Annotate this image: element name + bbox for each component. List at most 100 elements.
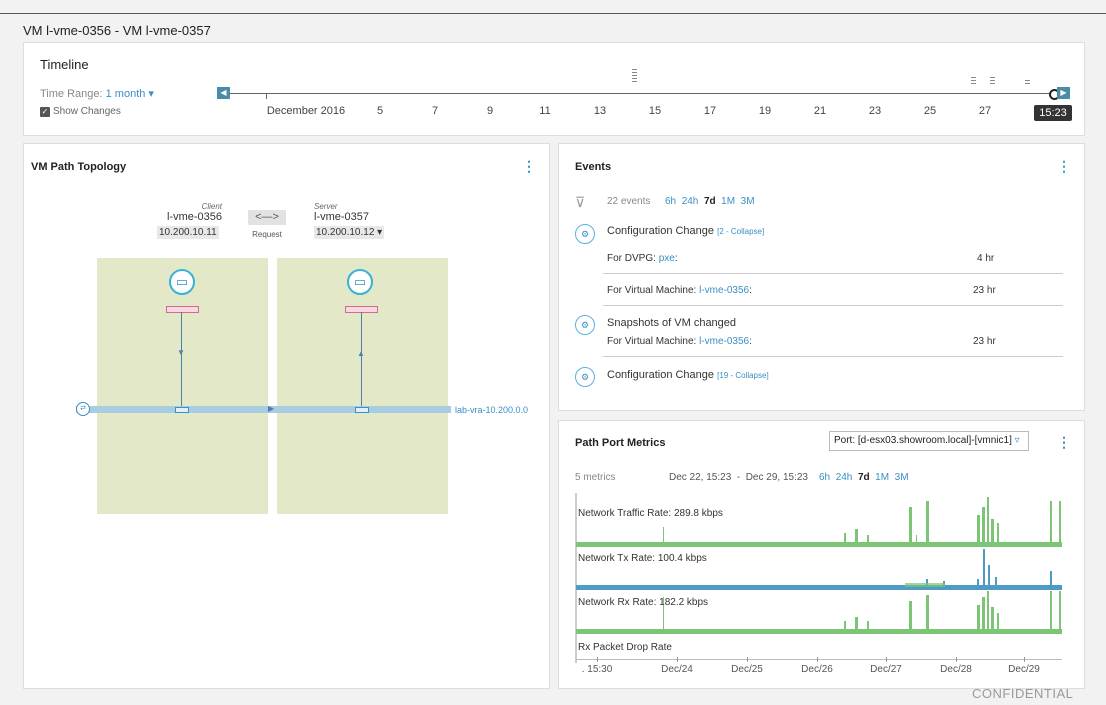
config-change-icon: ⚙ [575,224,595,244]
range-1M[interactable]: 1M [875,472,890,483]
x-axis-line [576,659,1062,660]
x-axis-label: Dec/27 [870,664,902,675]
timeline-axis [230,93,1052,94]
event-time: 23 hr [973,336,996,347]
topology-panel: VM Path Topology ⋮ Client l-vme-0356 10.… [23,143,550,689]
chevron-down-icon: ▿ [1014,435,1020,446]
x-axis-label: Dec/28 [940,664,972,675]
rx-series [576,591,1062,634]
range-7d[interactable]: 7d [703,196,716,207]
timeline-tick-label: 27 [978,105,992,117]
events-menu-icon[interactable]: ⋮ [1057,158,1071,174]
network-icon[interactable]: ⇄ [76,402,90,416]
metrics-title: Path Port Metrics [575,437,666,449]
event-time: 4 hr [977,253,995,264]
x-axis-tick [886,657,887,662]
series-label: Network Rx Rate: 182.2 kbps [578,597,709,608]
checkbox-icon[interactable]: ✓ [40,106,50,117]
filter-icon[interactable]: ⊽ [575,194,586,210]
client-vm-icon[interactable]: ▭ [169,269,195,295]
change-marker[interactable] [1025,80,1030,86]
range-3M[interactable]: 3M [894,472,909,483]
port-select[interactable]: Port: [d-esx03.showroom.local]-[vmnic1] … [829,431,1029,451]
event-row-link[interactable]: l-vme-0356 [699,336,750,347]
event-row-prefix: For DVPG: [607,253,656,264]
timeline-title: Timeline [40,57,89,72]
timeline-prev-button[interactable]: ◀ [217,87,230,99]
top-divider [0,13,1106,14]
x-axis-tick [817,657,818,662]
events-title: Events [575,161,612,173]
timeline-tick-label: 13 [593,105,607,117]
event-row-link[interactable]: l-vme-0356 [699,285,750,296]
change-marker[interactable] [632,69,637,84]
event-title-text: Configuration Change [607,225,715,237]
topology-menu-icon[interactable]: ⋮ [522,158,536,174]
server-vm-icon[interactable]: ▭ [347,269,373,295]
collapse-link[interactable]: [2 - Collapse] [717,227,765,236]
network-flow-arrow-icon: ▶ [268,404,275,413]
change-marker[interactable] [971,77,976,86]
event-row-prefix: For Virtual Machine: [607,336,697,347]
range-7d[interactable]: 7d [857,472,870,483]
timeline-next-button[interactable]: ▶ [1057,87,1070,99]
metrics-range-links: 6h 24h 7d 1M 3M [819,472,909,483]
show-changes-toggle[interactable]: ✓ Show Changes [40,106,121,117]
server-ip: 10.200.10.12 [316,227,375,238]
page-title: VM l-vme-0356 - VM l-vme-0357 [23,23,211,38]
range-3M[interactable]: 3M [740,196,755,207]
timeline-tick-label: 7 [431,105,439,117]
metrics-menu-icon[interactable]: ⋮ [1057,434,1071,450]
event-row-link[interactable]: pxe [658,253,675,264]
config-change-icon: ⚙ [575,367,595,387]
client-name[interactable]: l-vme-0356 [166,211,222,223]
event-row-suffix: : [674,253,678,264]
x-axis-label: . 15:30 [581,664,613,675]
client-flow-arrow-icon: ▼ [177,348,185,357]
client-host-zone [97,258,268,514]
client-port-icon[interactable] [175,407,189,413]
x-axis-label: Dec/24 [661,664,693,675]
timeline-tick-label: 21 [813,105,827,117]
x-axis-tick [677,657,678,662]
range-24h[interactable]: 24h [835,472,853,483]
timeline-tick-label: 17 [703,105,717,117]
metrics-panel: Path Port Metrics Port: [d-esx03.showroo… [558,420,1085,689]
client-vnic-icon[interactable] [166,306,199,313]
event-row-prefix: For Virtual Machine: [607,285,697,296]
client-role: Client [201,202,222,211]
series-label: Network Traffic Rate: 289.8 kbps [578,508,723,519]
events-panel: Events ⋮ ⊽ 22 events 6h 24h 7d 1M 3M ⚙ C… [558,143,1085,411]
time-range-dropdown[interactable]: 1 month ▾ [105,88,154,100]
event-title-text: Configuration Change [607,369,715,381]
event-row-suffix: : [749,285,752,296]
snapshot-change-icon: ⚙ [575,315,595,335]
time-range-value: 1 month [105,88,146,100]
range-6h[interactable]: 6h [819,472,831,483]
metrics-chart[interactable] [575,493,1063,663]
event-time: 23 hr [973,285,996,296]
request-label: Request [252,230,282,239]
network-label[interactable]: lab-vra-10.200.0.0 [455,405,529,415]
range-1M[interactable]: 1M [721,196,736,207]
timeline-tick-label: 11 [539,105,551,117]
server-flow-line [361,312,362,408]
range-6h[interactable]: 6h [665,196,677,207]
timeline-tick-label: 15 [648,105,662,117]
client-flow-line [181,312,182,408]
server-ip-dropdown[interactable]: 10.200.10.12 ▾ [314,226,385,239]
server-name[interactable]: l-vme-0357 [314,211,370,223]
x-axis-tick [597,657,598,662]
change-marker[interactable] [990,77,995,86]
show-changes-label: Show Changes [53,106,121,117]
tx-series [576,549,1062,590]
server-port-icon[interactable] [355,407,369,413]
collapse-link[interactable]: [19 - Collapse] [717,371,769,380]
event-row: For Virtual Machine: l-vme-0356: [607,336,752,347]
series-label: Rx Packet Drop Rate [578,642,672,653]
event-title: Configuration Change [19 - Collapse] [607,369,769,381]
timeline-start-tick [266,93,267,99]
range-24h[interactable]: 24h [681,196,699,207]
network-bar[interactable] [76,406,451,413]
event-title: Configuration Change [2 - Collapse] [607,225,764,237]
